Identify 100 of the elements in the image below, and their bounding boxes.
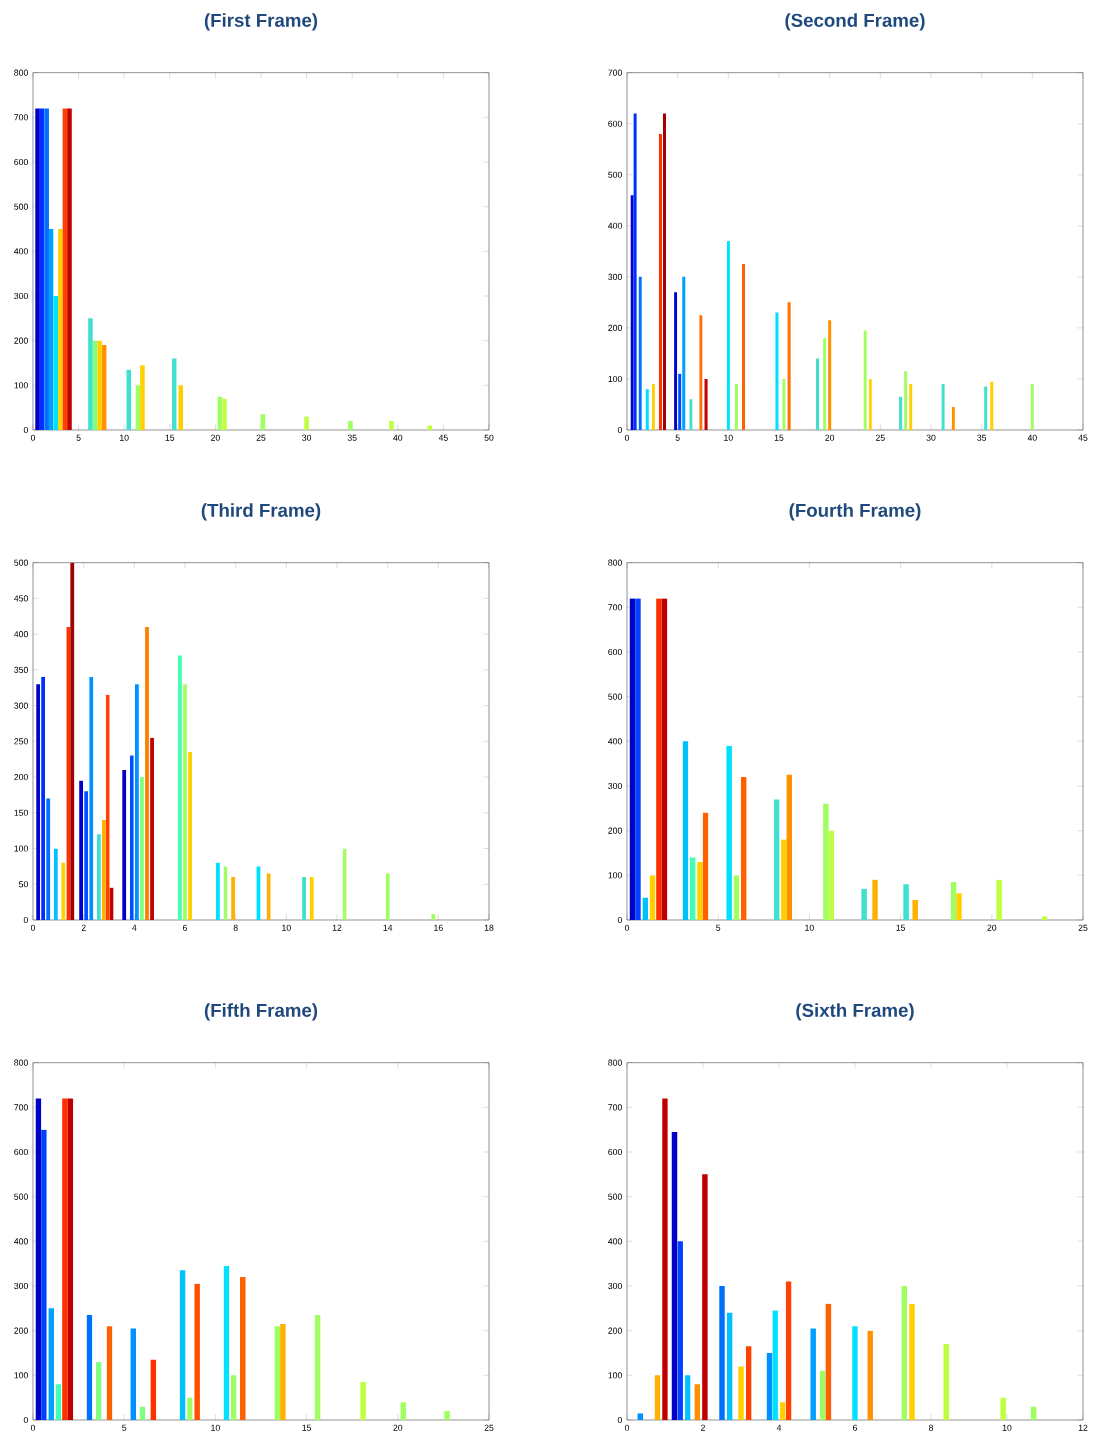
- bar: [682, 276, 686, 430]
- x-tick-label: 20: [211, 434, 220, 441]
- bar: [95, 1361, 102, 1420]
- y-tick-label: 300: [608, 782, 622, 790]
- y-tick-label: 500: [14, 1193, 28, 1200]
- bar: [662, 1098, 668, 1420]
- bar: [134, 684, 139, 920]
- bar: [649, 875, 656, 920]
- x-tick-label: 15: [896, 924, 906, 931]
- y-tick-label: 100: [608, 1372, 622, 1379]
- bar: [385, 873, 390, 920]
- chart-title: (Fourth Frame): [789, 503, 921, 521]
- bar: [431, 914, 436, 920]
- y-tick-label: 700: [608, 604, 622, 611]
- bar: [689, 857, 696, 920]
- bar: [230, 1375, 237, 1420]
- x-tick-label: 14: [383, 924, 393, 931]
- bar: [678, 373, 682, 430]
- bar: [629, 598, 636, 920]
- bar: [745, 1346, 752, 1420]
- bar: [187, 1397, 193, 1420]
- x-tick-label: 15: [165, 434, 175, 441]
- y-tick-label: 200: [608, 827, 622, 834]
- x-tick-label: 25: [875, 434, 885, 441]
- x-tick-label: 0: [30, 1424, 36, 1431]
- bar: [223, 1265, 230, 1420]
- bar: [231, 877, 236, 920]
- chart-title: (Fifth Frame): [204, 1003, 318, 1021]
- x-tick-label: 6: [183, 924, 188, 931]
- x-tick-label: 4: [132, 924, 137, 931]
- chart-title: (First Frame): [204, 13, 318, 31]
- bar: [825, 1303, 832, 1420]
- bar: [823, 803, 829, 920]
- bar: [140, 365, 145, 430]
- x-tick-label: 0: [624, 434, 630, 441]
- y-tick-label: 600: [608, 648, 622, 656]
- bar: [35, 108, 40, 430]
- x-tick-label: 5: [716, 924, 721, 931]
- bar: [630, 195, 634, 430]
- bar: [742, 264, 746, 430]
- bar: [260, 414, 266, 430]
- y-tick-label: 700: [14, 1104, 28, 1111]
- bar: [348, 421, 353, 430]
- y-tick-label: 200: [14, 774, 28, 781]
- x-tick-label: 15: [302, 1424, 312, 1431]
- x-tick-label: 16: [434, 924, 443, 931]
- y-tick-label: 400: [608, 738, 622, 745]
- y-tick-label: 0: [23, 1416, 28, 1424]
- bar: [79, 780, 84, 920]
- bar: [868, 378, 872, 430]
- bar: [122, 769, 127, 920]
- bar: [178, 385, 184, 430]
- y-tick-label: 300: [14, 1282, 28, 1290]
- x-tick-label: 35: [977, 434, 987, 441]
- y-tick-label: 800: [608, 559, 622, 566]
- bar: [738, 1366, 744, 1420]
- bar: [810, 1328, 816, 1420]
- y-tick-label: 0: [617, 426, 622, 434]
- bar: [990, 381, 994, 430]
- y-tick-label: 0: [617, 916, 622, 924]
- y-tick-label: 800: [14, 1059, 28, 1066]
- bar: [726, 1312, 733, 1420]
- x-tick-label: 10: [282, 924, 291, 931]
- bar: [86, 1315, 93, 1420]
- bar: [274, 1326, 281, 1420]
- x-tick-label: 5: [675, 434, 680, 441]
- y-tick-label: 300: [14, 292, 28, 300]
- x-tick-label: 5: [76, 434, 81, 441]
- x-tick-label: 10: [1002, 1424, 1012, 1431]
- bar: [781, 839, 787, 920]
- y-tick-label: 400: [14, 248, 28, 255]
- bar: [150, 1359, 157, 1420]
- bar: [638, 276, 642, 430]
- bar: [97, 340, 102, 430]
- bar: [304, 416, 309, 430]
- bar: [35, 1098, 42, 1420]
- y-tick-label: 800: [14, 69, 28, 76]
- y-tick-label: 100: [608, 872, 622, 879]
- bar: [126, 369, 132, 430]
- bar: [773, 799, 780, 920]
- y-tick-label: 200: [608, 324, 622, 331]
- bar: [1041, 916, 1048, 920]
- y-tick-label: 700: [608, 1104, 622, 1111]
- bar: [815, 358, 820, 430]
- bar: [130, 1328, 137, 1420]
- chart-title: (Second Frame): [785, 13, 925, 31]
- bar: [671, 1131, 678, 1420]
- bar: [280, 1323, 286, 1420]
- x-tick-label: 20: [987, 924, 997, 931]
- bar: [662, 113, 667, 430]
- bar: [775, 312, 779, 430]
- x-tick-label: 4: [776, 1424, 782, 1431]
- bar: [694, 1384, 701, 1420]
- bar: [635, 598, 641, 920]
- bar: [819, 1370, 826, 1420]
- y-tick-label: 400: [14, 631, 28, 638]
- bar: [903, 884, 909, 920]
- bar: [682, 741, 689, 920]
- x-tick-label: 20: [825, 434, 835, 441]
- x-tick-label: 0: [624, 924, 630, 931]
